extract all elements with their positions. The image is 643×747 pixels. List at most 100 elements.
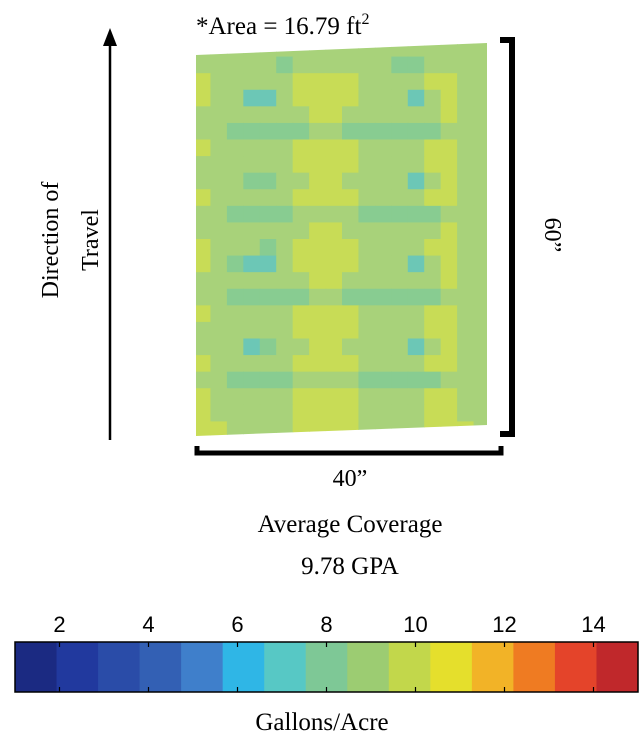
coverage-cell (325, 43, 343, 58)
coverage-cell (473, 239, 487, 257)
coverage-cell (276, 189, 294, 207)
coverage-cell (292, 106, 310, 124)
coverage-cell (424, 338, 442, 356)
coverage-cell (325, 255, 343, 273)
coverage-cell (210, 355, 228, 373)
coverage-cell (407, 371, 425, 389)
coverage-cell (457, 321, 475, 340)
coverage-cell (407, 321, 425, 340)
coverage-cell (407, 338, 425, 356)
coverage-cell (243, 43, 261, 58)
coverage-cell (374, 421, 392, 436)
coverage-cell (226, 371, 244, 389)
coverage-cell (226, 106, 244, 124)
coverage-cell (473, 122, 487, 141)
coverage-cell (424, 89, 442, 107)
coverage-cell (259, 371, 277, 389)
coverage-cell (309, 338, 327, 356)
coverage-cell (292, 172, 310, 190)
coverage-cell (309, 122, 327, 141)
coverage-cell (342, 43, 360, 58)
coverage-cell (292, 189, 310, 207)
coverage-cell (243, 73, 261, 91)
colorbar-segment (264, 642, 307, 692)
coverage-cell (292, 205, 310, 224)
coverage-cell (473, 338, 487, 356)
coverage-cell (292, 388, 310, 406)
coverage-cell (309, 288, 327, 306)
coverage-cell (473, 56, 487, 74)
coverage-cell (196, 421, 212, 436)
coverage-cell (473, 305, 487, 323)
coverage-cell (391, 106, 409, 124)
coverage-cell (358, 288, 376, 306)
coverage-cell (391, 189, 409, 207)
coverage-cell (358, 404, 376, 423)
coverage-cell (424, 172, 442, 190)
coverage-cell (325, 272, 343, 290)
coverage-cell (407, 56, 425, 74)
coverage-cell (210, 421, 228, 436)
coverage-cell (196, 239, 212, 257)
coverage-cell (276, 239, 294, 257)
coverage-cell (457, 122, 475, 141)
coverage-cell (391, 288, 409, 306)
coverage-cell (457, 338, 475, 356)
coverage-cell (226, 239, 244, 257)
coverage-cell (309, 156, 327, 174)
coverage-cell (226, 172, 244, 190)
coverage-cell (374, 73, 392, 91)
coverage-cell (292, 139, 310, 157)
coverage-cell (196, 305, 212, 323)
coverage-cell (440, 371, 458, 389)
coverage-cell (309, 43, 327, 58)
coverage-cell (243, 288, 261, 306)
coverage-cell (325, 172, 343, 190)
direction-label-line2: Travel (78, 209, 104, 271)
coverage-cell (407, 122, 425, 141)
direction-label: Direction of Travel (38, 182, 104, 299)
coverage-cell (457, 272, 475, 290)
coverage-cell (440, 272, 458, 290)
coverage-cell (374, 172, 392, 190)
coverage-cell (391, 156, 409, 174)
coverage-cell (325, 388, 343, 406)
coverage-cell (196, 106, 212, 124)
coverage-cell (243, 321, 261, 340)
coverage-cell (276, 338, 294, 356)
coverage-cell (407, 305, 425, 323)
coverage-cell (407, 272, 425, 290)
coverage-cell (243, 172, 261, 190)
coverage-cell (276, 421, 294, 436)
coverage-cell (325, 355, 343, 373)
coverage-cell (473, 404, 487, 423)
coverage-cell (424, 404, 442, 423)
coverage-cell (374, 404, 392, 423)
coverage-cell (342, 239, 360, 257)
coverage-cell (440, 56, 458, 74)
coverage-cell (325, 288, 343, 306)
coverage-cell (358, 122, 376, 141)
coverage-cell (196, 122, 212, 141)
colorbar-tick-label: 6 (231, 612, 243, 637)
coverage-cell (276, 321, 294, 340)
coverage-cell (226, 43, 244, 58)
coverage-cell (391, 388, 409, 406)
coverage-cell (309, 355, 327, 373)
coverage-cell (358, 255, 376, 273)
coverage-cell (391, 321, 409, 340)
coverage-cell (309, 189, 327, 207)
coverage-cell (243, 388, 261, 406)
coverage-cell (309, 222, 327, 240)
coverage-cell (309, 255, 327, 273)
colorbar-tick-label: 10 (403, 612, 427, 637)
colorbar-segment (388, 642, 431, 692)
coverage-cell (391, 404, 409, 423)
coverage-cell (325, 239, 343, 257)
coverage-cell (342, 73, 360, 91)
coverage-cell (196, 73, 212, 91)
coverage-cell (457, 421, 475, 436)
coverage-cell (391, 255, 409, 273)
coverage-cell (391, 371, 409, 389)
